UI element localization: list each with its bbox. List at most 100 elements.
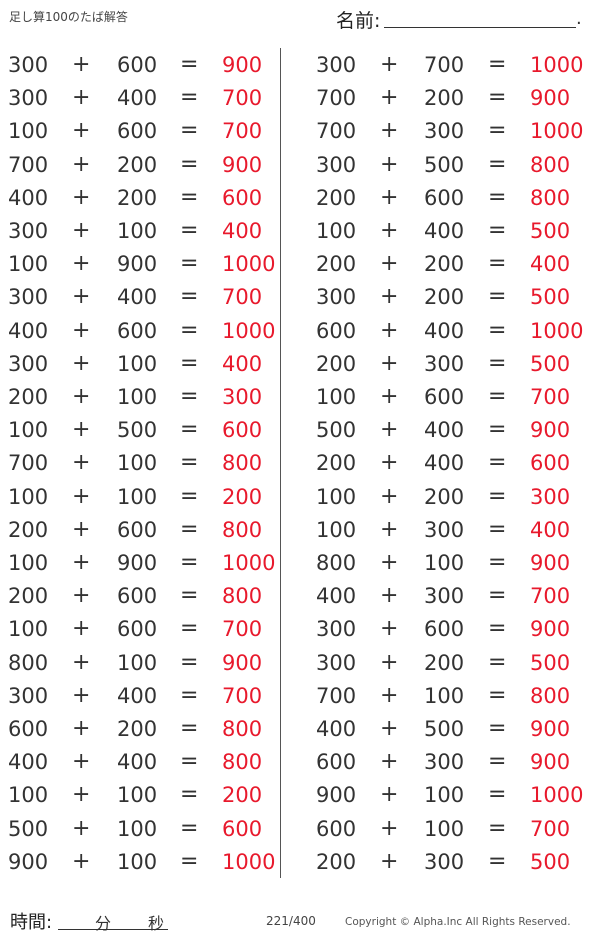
- operand-b: 300: [424, 517, 465, 542]
- plus-sign: +: [72, 749, 91, 775]
- seconds-label: 秒: [148, 914, 165, 933]
- operand-b: 200: [117, 717, 158, 741]
- operand-b: 200: [117, 185, 158, 210]
- equals-sign: =: [488, 184, 507, 210]
- operand-b: 100: [117, 849, 158, 874]
- plus-sign: +: [380, 384, 399, 409]
- equals-sign: =: [488, 682, 507, 708]
- plus-sign: +: [380, 317, 399, 343]
- operand-b: 100: [424, 683, 465, 708]
- equals-sign: =: [488, 52, 507, 77]
- plus-sign: +: [380, 218, 399, 243]
- equals-sign: =: [488, 516, 507, 542]
- answer: 300: [222, 385, 263, 409]
- answer: 600: [530, 451, 571, 476]
- plus-sign: +: [380, 649, 399, 675]
- operand-a: 100: [316, 385, 357, 409]
- answer: 700: [530, 816, 571, 841]
- answer: 1000: [222, 849, 276, 874]
- plus-sign: +: [72, 848, 91, 874]
- operand-b: 100: [117, 219, 158, 243]
- plus-sign: +: [72, 616, 91, 642]
- equals-sign: =: [488, 483, 507, 509]
- answer: 800: [530, 185, 571, 210]
- plus-sign: +: [380, 716, 399, 741]
- answer: 1000: [530, 318, 584, 343]
- answer: 500: [530, 285, 571, 310]
- operand-b: 900: [117, 252, 158, 277]
- page-number: 221/400: [266, 914, 316, 928]
- operand-b: 300: [424, 351, 465, 376]
- operand-b: 900: [117, 551, 158, 575]
- operand-b: 500: [424, 152, 465, 177]
- equals-sign: =: [180, 450, 199, 476]
- plus-sign: +: [72, 583, 91, 609]
- operand-b: 200: [424, 484, 465, 509]
- answer: 500: [530, 351, 571, 376]
- equals-sign: =: [488, 118, 507, 144]
- operand-b: 100: [424, 783, 465, 808]
- plus-sign: +: [72, 52, 91, 77]
- operand-a: 100: [316, 219, 357, 243]
- equals-sign: =: [180, 616, 199, 642]
- plus-sign: +: [380, 815, 399, 841]
- operand-a: 300: [316, 152, 357, 177]
- plus-sign: +: [72, 782, 91, 808]
- operand-a: 100: [8, 119, 49, 144]
- equals-sign: =: [488, 848, 507, 874]
- equals-sign: =: [180, 251, 199, 277]
- copyright: Copyright © Alpha.Inc All Rights Reserve…: [345, 916, 571, 928]
- plus-sign: +: [380, 749, 399, 775]
- plus-sign: +: [72, 218, 91, 243]
- operand-a: 200: [316, 849, 357, 874]
- operand-b: 300: [424, 119, 465, 144]
- operand-b: 200: [117, 152, 158, 177]
- equals-sign: =: [488, 649, 507, 675]
- answer: 400: [530, 517, 571, 542]
- plus-sign: +: [72, 284, 91, 310]
- operand-b: 400: [424, 219, 465, 243]
- equals-sign: =: [180, 583, 199, 609]
- operand-a: 700: [316, 119, 357, 144]
- operand-a: 200: [8, 385, 49, 409]
- equals-sign: =: [180, 284, 199, 310]
- answer: 900: [530, 551, 571, 575]
- operand-a: 800: [316, 551, 357, 575]
- equals-sign: =: [180, 682, 199, 708]
- operand-a: 100: [8, 418, 49, 443]
- answer: 500: [530, 219, 571, 243]
- answer: 1000: [530, 783, 584, 808]
- answer: 200: [222, 484, 263, 509]
- operand-a: 300: [8, 683, 49, 708]
- operand-b: 200: [424, 252, 465, 277]
- plus-sign: +: [380, 483, 399, 509]
- operand-a: 600: [316, 318, 357, 343]
- answer: 700: [222, 683, 263, 708]
- operand-b: 300: [424, 849, 465, 874]
- plus-sign: +: [72, 85, 91, 111]
- answer: 800: [530, 683, 571, 708]
- operand-a: 500: [8, 816, 49, 841]
- operand-a: 600: [8, 717, 49, 741]
- operand-a: 400: [316, 717, 357, 741]
- equals-sign: =: [180, 384, 199, 409]
- operand-a: 700: [8, 152, 49, 177]
- operand-a: 300: [8, 219, 49, 243]
- operand-b: 400: [117, 750, 158, 775]
- equals-sign: =: [180, 118, 199, 144]
- plus-sign: +: [72, 716, 91, 741]
- answer: 500: [530, 849, 571, 874]
- answer: 800: [222, 584, 263, 609]
- equals-sign: =: [180, 85, 199, 111]
- operand-b: 100: [117, 650, 158, 675]
- operand-a: 600: [316, 750, 357, 775]
- operand-a: 300: [316, 650, 357, 675]
- operand-b: 600: [117, 53, 158, 77]
- plus-sign: +: [72, 450, 91, 476]
- equals-sign: =: [180, 417, 199, 443]
- operand-a: 200: [316, 451, 357, 476]
- operand-a: 200: [8, 584, 49, 609]
- equals-sign: =: [488, 284, 507, 310]
- operand-b: 100: [117, 484, 158, 509]
- equals-sign: =: [180, 151, 199, 177]
